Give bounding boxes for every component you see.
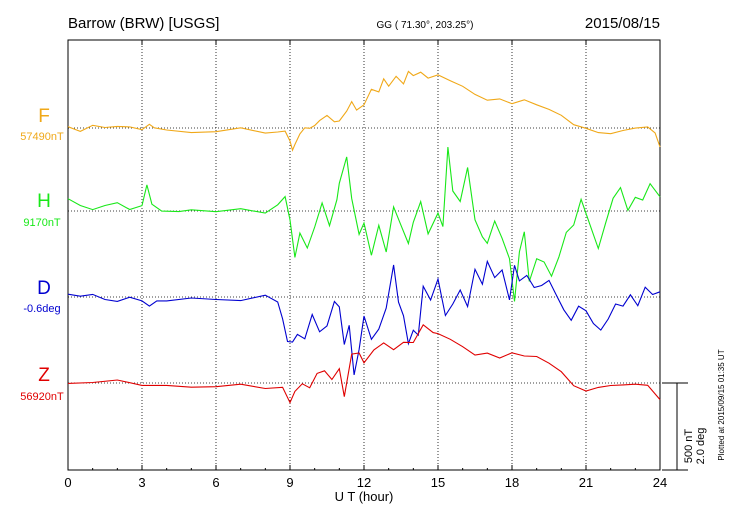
x-tick-label: 21 xyxy=(579,475,593,490)
series-baseline-z: 56920nT xyxy=(20,391,64,403)
station-title: Barrow (BRW) [USGS] xyxy=(68,15,219,32)
x-tick-label: 15 xyxy=(431,475,445,490)
station-coordinates: GG ( 71.30°, 203.25°) xyxy=(377,20,474,31)
scale-bar-deg: 2.0 deg xyxy=(695,428,707,465)
x-tick-label: 6 xyxy=(212,475,219,490)
series-group xyxy=(67,70,661,404)
x-axis-label: U T (hour) xyxy=(335,489,394,504)
series-baseline-h: 9170nT xyxy=(23,217,61,229)
series-name-h: H xyxy=(37,191,51,212)
x-tick-label: 24 xyxy=(653,475,667,490)
x-tick-label: 3 xyxy=(138,475,145,490)
x-tick-label: 12 xyxy=(357,475,371,490)
x-tick-label: 9 xyxy=(286,475,293,490)
series-name-z: Z xyxy=(38,365,50,386)
series-line-d xyxy=(67,259,661,376)
series-line-z xyxy=(67,323,661,404)
series-baseline-f: 57490nT xyxy=(20,131,64,143)
series-name-d: D xyxy=(37,278,51,299)
plotted-note: Plotted at 2015/09/15 01:35 UT xyxy=(717,349,726,460)
series-line-f xyxy=(67,70,661,152)
x-tick-label: 0 xyxy=(64,475,71,490)
series-name-f: F xyxy=(38,106,50,127)
x-tick-label: 18 xyxy=(505,475,519,490)
chart-date: 2015/08/15 xyxy=(585,15,660,32)
series-labels: F 57490nT H 9170nT D -0.6deg Z 56920nT xyxy=(20,106,64,403)
scale-bar: 500 nT 2.0 deg xyxy=(662,382,707,471)
series-line-h xyxy=(67,146,661,302)
series-baseline-d: -0.6deg xyxy=(23,303,60,315)
scale-bar-nt: 500 nT xyxy=(683,429,695,464)
x-axis: 0 3 6 9 12 15 18 21 24 xyxy=(64,40,667,490)
